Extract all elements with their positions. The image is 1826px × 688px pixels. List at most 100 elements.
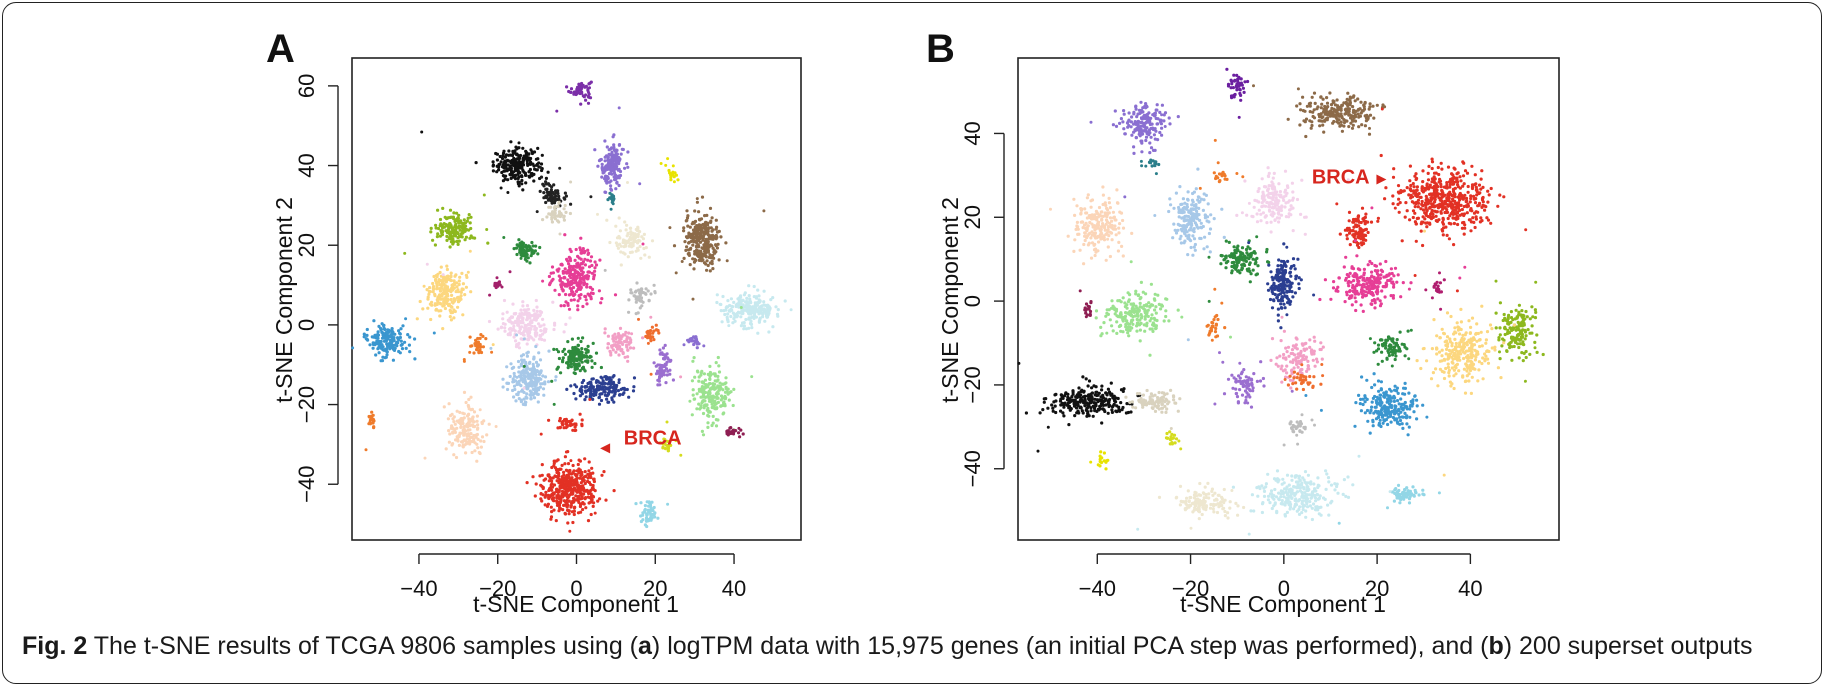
data-point — [695, 200, 700, 204]
data-point — [634, 289, 638, 293]
data-point — [469, 290, 473, 294]
data-point — [468, 249, 472, 253]
data-point — [639, 501, 643, 505]
data-point — [543, 380, 547, 384]
data-point — [1349, 96, 1353, 100]
data-point — [497, 162, 501, 167]
data-point — [610, 193, 614, 197]
data-point — [442, 297, 446, 301]
data-point — [1135, 115, 1139, 119]
data-point — [524, 255, 528, 259]
data-point — [465, 275, 469, 279]
data-point — [1479, 187, 1483, 191]
data-point — [567, 280, 571, 284]
data-point — [590, 287, 595, 291]
data-point — [529, 173, 533, 177]
data-point — [710, 229, 714, 233]
data-point — [578, 369, 582, 373]
data-point — [567, 349, 571, 353]
data-point — [664, 363, 668, 367]
data-point — [706, 240, 710, 244]
data-point — [1421, 169, 1425, 173]
data-point — [715, 230, 720, 234]
data-point — [565, 387, 569, 391]
data-point — [1325, 118, 1329, 122]
x-tick-label: 40 — [722, 576, 746, 601]
data-point — [385, 331, 389, 335]
data-point — [503, 326, 507, 330]
data-point — [557, 356, 562, 361]
data-point — [557, 473, 561, 476]
data-point — [451, 242, 455, 246]
data-point — [453, 224, 457, 228]
data-point — [494, 425, 498, 428]
data-point — [573, 258, 577, 262]
data-point — [586, 248, 590, 252]
data-point — [552, 402, 556, 406]
data-point — [1447, 221, 1451, 225]
data-point — [626, 355, 630, 359]
data-point — [716, 355, 720, 360]
data-point — [578, 358, 582, 362]
data-point — [695, 339, 699, 343]
data-point — [697, 245, 701, 249]
data-point — [608, 166, 612, 170]
data-point — [1412, 189, 1416, 193]
data-point — [562, 282, 567, 286]
data-point — [745, 305, 749, 309]
data-point — [453, 309, 457, 314]
data-point — [589, 380, 593, 384]
data-point — [380, 322, 384, 326]
data-point — [697, 217, 702, 221]
data-point — [491, 343, 495, 347]
data-point — [1449, 180, 1453, 184]
data-point — [735, 302, 739, 306]
data-point — [557, 194, 561, 198]
data-point — [532, 396, 537, 400]
data-point — [478, 336, 482, 340]
data-point — [432, 331, 436, 335]
data-point — [435, 285, 439, 289]
data-point — [455, 285, 459, 289]
data-point — [625, 345, 629, 349]
data-point — [636, 311, 640, 315]
data-point — [453, 234, 458, 238]
data-point — [606, 157, 610, 161]
data-point — [688, 225, 692, 229]
data-point — [1332, 100, 1336, 104]
data-point — [516, 343, 520, 347]
data-point — [451, 228, 455, 232]
data-point — [700, 257, 704, 261]
data-point — [695, 392, 699, 396]
cluster-5 — [1379, 153, 1506, 248]
data-point — [527, 152, 531, 156]
data-point — [1414, 239, 1418, 243]
data-point — [618, 242, 622, 246]
data-point — [714, 424, 719, 428]
data-point — [608, 240, 612, 245]
data-point — [530, 336, 534, 340]
cluster-22 — [644, 323, 661, 343]
data-point — [368, 343, 372, 347]
data-point — [552, 327, 556, 332]
data-point — [605, 145, 609, 149]
data-point — [538, 358, 543, 362]
data-point — [703, 239, 707, 243]
data-point — [607, 400, 611, 404]
data-point — [531, 387, 535, 391]
data-point — [508, 270, 512, 274]
data-point — [562, 470, 566, 474]
data-point — [1473, 225, 1477, 230]
data-point — [1426, 178, 1431, 182]
data-point — [539, 162, 544, 166]
data-point — [1346, 104, 1350, 108]
data-point — [567, 262, 571, 266]
data-point — [538, 314, 542, 318]
data-point — [685, 218, 689, 222]
data-point — [583, 457, 587, 461]
data-point — [439, 309, 443, 313]
data-point — [528, 162, 532, 166]
data-point — [669, 176, 673, 179]
data-point — [1487, 193, 1491, 197]
